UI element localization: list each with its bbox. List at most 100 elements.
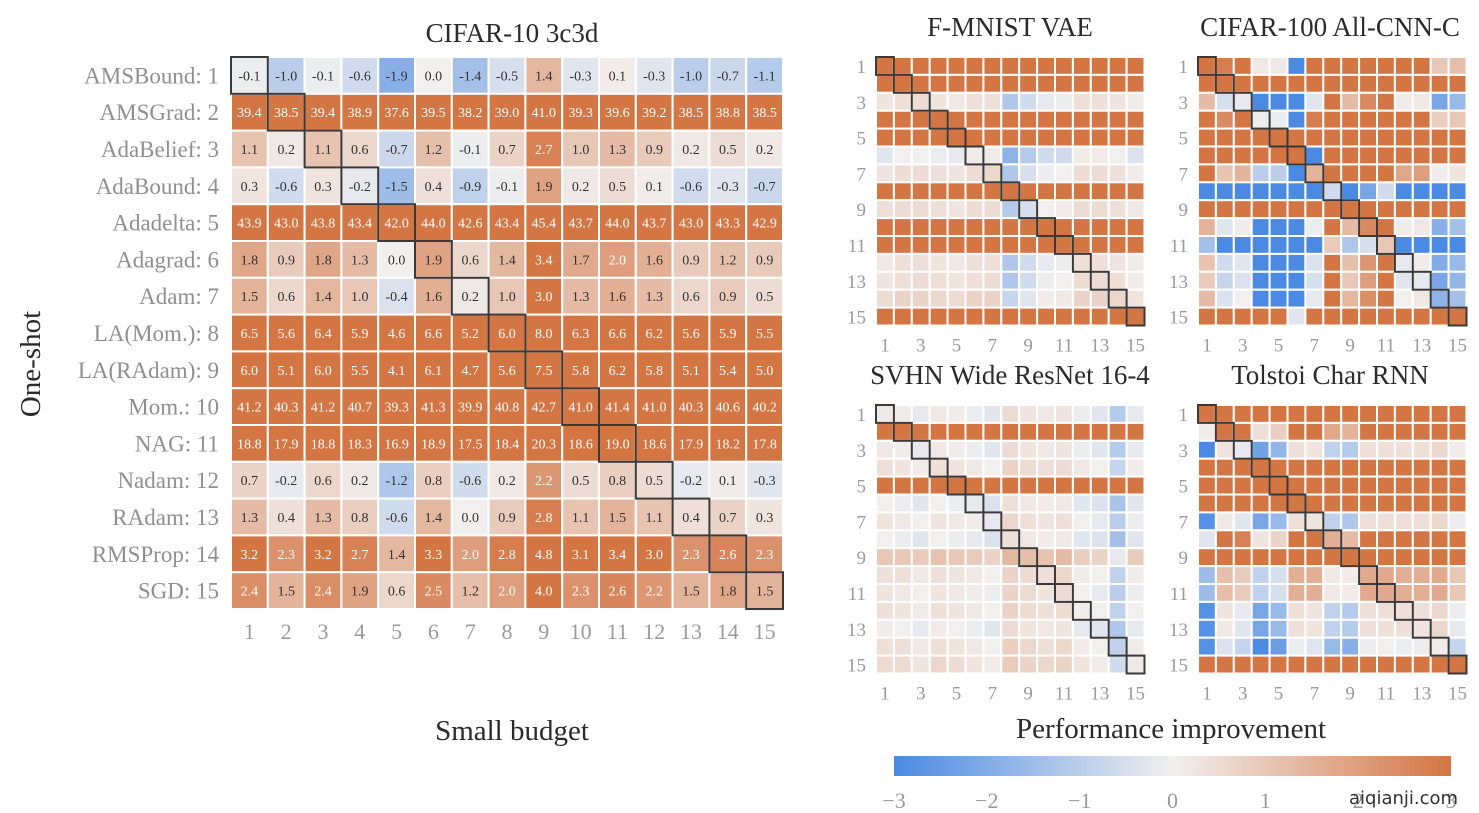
heatmap-cell [1036, 91, 1056, 112]
heatmap-cell [875, 217, 895, 238]
heatmap-cell [892, 73, 913, 94]
col-tick-label: 3 [1238, 336, 1248, 357]
heatmap-cell [1089, 600, 1110, 621]
main-heatmap-cells: -0.1 -1.0 -0.1 -0.6 -1.9 0.0 -1.4 -0.5 1.4 -0.3 0.… [230, 56, 785, 611]
heatmap-cell [1000, 199, 1021, 220]
cell-value-label: -0.5 [496, 69, 518, 84]
heatmap-cell [1054, 270, 1074, 291]
heatmap-cell [1286, 127, 1307, 148]
heatmap-cell [1232, 654, 1253, 675]
heatmap-cell [1107, 565, 1128, 585]
heatmap-cell [524, 571, 564, 611]
heatmap-cell [1000, 600, 1021, 621]
heatmap-cell [1018, 217, 1039, 238]
heatmap-cell [561, 56, 601, 95]
heatmap-cell [892, 618, 913, 639]
heatmap-cell [1358, 252, 1378, 273]
row-tick-label: 3 [1179, 441, 1189, 462]
row-tick-label: 13 [1169, 272, 1188, 293]
cell-value-label: 6.4 [314, 327, 332, 342]
heatmap-cell [1107, 511, 1128, 532]
heatmap-cell [1304, 529, 1325, 550]
heatmap-cell [982, 181, 1003, 202]
heatmap-cell [1411, 529, 1432, 550]
heatmap-cell [1411, 583, 1432, 603]
col-tick-label: 7 [1310, 336, 1320, 357]
cell-value-label: 39.9 [458, 401, 483, 416]
col-tick-label: 9 [1023, 336, 1033, 357]
heatmap-cell [1054, 127, 1074, 148]
heatmap-cell [982, 288, 1003, 309]
heatmap-cell [1107, 306, 1128, 327]
heatmap-cell [1250, 475, 1271, 496]
heatmap-cell [1071, 600, 1092, 621]
heatmap-cell [1018, 127, 1039, 148]
cell-value-label: 1.3 [351, 253, 369, 268]
cell-value-label: 2.2 [645, 585, 663, 600]
heatmap-cell [910, 457, 931, 478]
heatmap-cell [1197, 457, 1217, 478]
heatmap-cell [1214, 91, 1235, 112]
colorbar-tick-label: 1 [1260, 788, 1271, 813]
heatmap-cell [1340, 529, 1361, 550]
heatmap-cell [946, 56, 967, 76]
heatmap-cell [1393, 457, 1414, 478]
heatmap-cell [1286, 199, 1307, 220]
heatmap-cell [1125, 421, 1146, 442]
heatmap-cell [1393, 511, 1414, 532]
cell-value-label: 0.3 [314, 180, 332, 195]
heatmap-cell [1250, 252, 1271, 273]
heatmap-cell [1125, 56, 1146, 76]
heatmap-cell [450, 534, 490, 574]
heatmap-cell [1304, 565, 1325, 585]
heatmap-cell [875, 654, 895, 675]
heatmap-cell [1340, 421, 1361, 442]
heatmap-cell [1250, 217, 1271, 238]
heatmap-cell [1000, 181, 1021, 202]
heatmap-cell [1000, 439, 1021, 460]
heatmap-cell [946, 493, 967, 514]
cell-value-label: -0.3 [643, 69, 665, 84]
cell-value-label: 5.9 [351, 327, 369, 342]
cell-value-label: 1.1 [241, 143, 259, 158]
heatmap-cell [910, 73, 931, 94]
heatmap-cell [230, 129, 269, 169]
heatmap-cell [946, 73, 967, 94]
heatmap-cell [1054, 421, 1074, 442]
heatmap-cell [1411, 217, 1432, 238]
heatmap-cell [1232, 439, 1253, 460]
heatmap-cell [1089, 145, 1110, 166]
colorbar-tick-label: −2 [975, 788, 998, 813]
diagonal-highlight-box [303, 129, 343, 169]
heatmap-cell [1376, 404, 1396, 424]
cell-value-label: 0.9 [719, 290, 737, 305]
heatmap-cell [1000, 109, 1021, 130]
col-tick-label: 4 [354, 619, 365, 644]
heatmap-cell [928, 583, 949, 603]
heatmap-cell [910, 475, 931, 496]
heatmap-cell [1268, 288, 1289, 309]
col-tick-label: 8 [502, 619, 513, 644]
diagonal-highlight-box [1393, 600, 1414, 621]
heatmap-cell [1214, 252, 1235, 273]
heatmap-cell [340, 240, 380, 279]
heatmap-cell [1322, 654, 1343, 675]
cell-value-label: 0.0 [388, 253, 406, 268]
heatmap-cell [1393, 163, 1414, 184]
diagonal-highlight-box [892, 73, 913, 94]
cell-value-label: 17.9 [274, 437, 299, 452]
heatmap-cell [1358, 163, 1378, 184]
heatmap-cell [1358, 439, 1378, 460]
heatmap-cell [1358, 56, 1378, 76]
heatmap-cell [634, 203, 674, 242]
heatmap-cell [1322, 145, 1343, 166]
col-tick-label: 3 [916, 684, 926, 705]
heatmap-cell [910, 529, 931, 550]
cell-value-label: 18.2 [716, 437, 741, 452]
heatmap-cell [964, 145, 985, 166]
heatmap-cell [1340, 109, 1361, 130]
heatmap-cell [1340, 583, 1361, 603]
heatmap-cell [1358, 181, 1378, 202]
heatmap-cell [266, 240, 306, 279]
row-tick-label: 9 [857, 200, 867, 221]
